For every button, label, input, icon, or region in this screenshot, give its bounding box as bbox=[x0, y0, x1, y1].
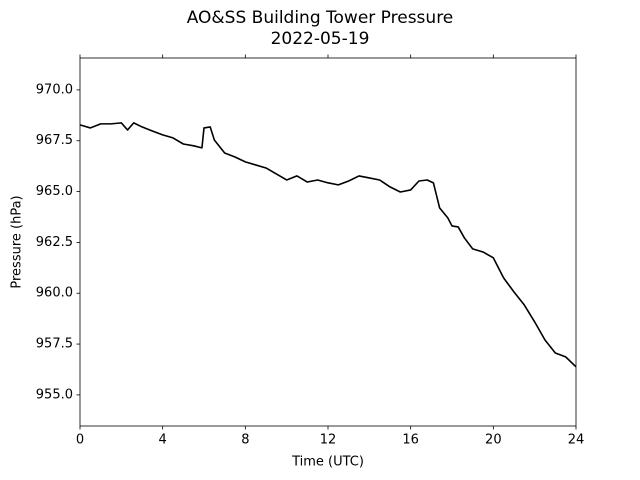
plot-frame bbox=[79, 57, 577, 427]
x-tick-label: 0 bbox=[76, 433, 84, 448]
y-axis-label: Pressure (hPa) bbox=[10, 195, 25, 288]
chart-title: AO&SS Building Tower Pressure bbox=[187, 8, 454, 28]
y-tick-label: 960.0 bbox=[36, 286, 73, 301]
y-tick-label: 955.0 bbox=[36, 387, 73, 402]
x-tick-label: 20 bbox=[485, 433, 502, 448]
y-tick-label: 967.5 bbox=[36, 133, 73, 148]
x-tick-label: 12 bbox=[320, 433, 337, 448]
x-tick-label: 4 bbox=[159, 433, 167, 448]
x-tick-label: 24 bbox=[568, 433, 585, 448]
x-tick-label: 8 bbox=[241, 433, 249, 448]
y-tick-label: 970.0 bbox=[36, 82, 73, 97]
y-tick-label: 957.5 bbox=[36, 337, 73, 352]
x-axis-label: Time (UTC) bbox=[291, 455, 364, 470]
pressure-line bbox=[79, 122, 577, 368]
y-tick-label: 962.5 bbox=[36, 235, 73, 250]
x-tick-label: 16 bbox=[402, 433, 419, 448]
chart-subtitle: 2022-05-19 bbox=[271, 29, 370, 49]
y-tick-label: 965.0 bbox=[36, 184, 73, 199]
